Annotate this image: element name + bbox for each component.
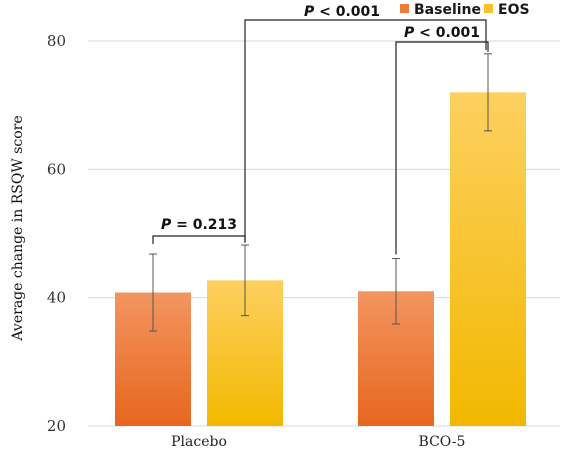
- legend-swatch-eos: [484, 4, 493, 13]
- legend: Baseline EOS: [400, 2, 530, 18]
- significance-annotations: P = 0.213 P < 0.001 P < 0.001: [152, 4, 489, 255]
- p-placebo-label: P = 0.213: [161, 217, 237, 233]
- p-bco5-bracket: [395, 41, 489, 255]
- x-tick-label: Placebo: [171, 434, 227, 450]
- x-tick-label: BCO-5: [419, 434, 466, 450]
- category-labels: Placebo BCO-5: [171, 434, 465, 450]
- y-tick-labels: 20 40 60 80: [47, 32, 66, 435]
- y-tick-label: 80: [47, 32, 66, 50]
- legend-swatch-baseline: [400, 4, 409, 13]
- y-tick-label: 40: [47, 289, 66, 307]
- p-eos-bracket: [244, 19, 487, 240]
- bars: [115, 92, 526, 426]
- p-placebo-bracket: [152, 235, 246, 245]
- error-bars: [149, 53, 492, 332]
- bar-eos-bco-5: [450, 92, 526, 426]
- y-tick-label: 60: [47, 160, 66, 178]
- p-bco5-label: P < 0.001: [404, 25, 480, 41]
- legend-label-eos: EOS: [498, 2, 530, 18]
- p-eos-label: P < 0.001: [304, 4, 380, 20]
- y-axis-label: Average change in RSQW score: [10, 115, 26, 341]
- y-tick-label: 20: [47, 417, 66, 435]
- legend-label-baseline: Baseline: [414, 2, 481, 18]
